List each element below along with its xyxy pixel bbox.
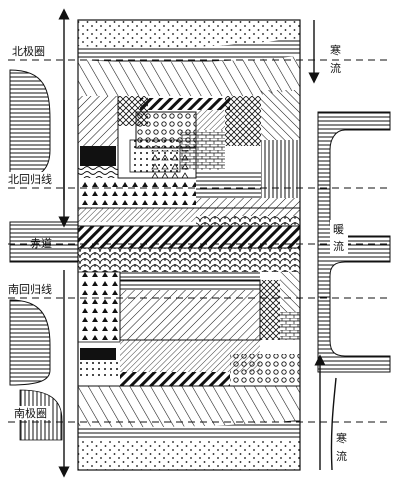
zone-boundary-north [117, 96, 197, 179]
zone-equator-band [77, 225, 301, 249]
label-equator: 赤道 [30, 236, 52, 250]
zone-black-south [80, 348, 116, 360]
zone-left-hatch-2 [78, 208, 196, 222]
zone-south-dots [78, 360, 120, 380]
zone-boundary-south [119, 272, 261, 341]
label-north-polar: 北极圈 [12, 44, 45, 58]
latitude-lines [8, 59, 392, 423]
zone-heavy-strip [140, 98, 230, 110]
zone-south-small-box [280, 312, 300, 340]
label-cold-current-top-1: 寒 [330, 43, 341, 57]
zone-south-mid-diag [120, 340, 260, 372]
label-tropic-capricorn: 南回归线 [8, 282, 52, 296]
label-cold-current-bottom-1: 寒 [336, 431, 347, 445]
zone-mid-horiz [196, 170, 261, 198]
zone-south-heavy [120, 372, 230, 386]
left-north-belt [9, 69, 51, 181]
zone-scale-north [196, 216, 300, 226]
warm-current-shape [317, 111, 391, 373]
right-current-shapes [317, 111, 391, 373]
arrows [58, 8, 337, 478]
left-south-belt [9, 299, 51, 386]
zone-north-right-diag [261, 90, 300, 140]
label-warm-current-1: 暖 [333, 223, 344, 236]
zone-black-block [80, 146, 116, 166]
zone-bottom-dots [78, 440, 300, 470]
zone-bottom-lines [78, 420, 300, 440]
zone-right-cross [225, 96, 261, 146]
label-tropic-cancer: 北回归线 [8, 172, 52, 186]
zone-mid-vert [261, 140, 300, 198]
zone-top-lines [78, 38, 300, 63]
zone-right-diag-2 [196, 198, 300, 216]
label-cold-current-bottom-2: 流 [336, 449, 347, 463]
labels: 北极圈 北回归线 赤道 南回归线 南极圈 寒 流 暖 流 寒 流 [6, 43, 348, 463]
zone-south-cross [260, 280, 280, 340]
zone-south-horiz [120, 272, 260, 290]
zone-south-wide-diag [78, 386, 300, 428]
zone-north-diag [78, 56, 300, 96]
zone-triangles-open [150, 150, 190, 180]
zone-top-dots [78, 20, 300, 48]
zone-map [77, 19, 301, 471]
zone-south-triangles [77, 271, 121, 343]
zone-triangles-upper [78, 178, 196, 208]
zone-north-left-hatch [78, 96, 118, 146]
label-warm-current-2: 流 [333, 239, 344, 253]
zone-south-diag [120, 290, 260, 340]
zone-left-wave [78, 166, 118, 178]
label-south-polar: 南极圈 [14, 406, 47, 420]
left-belt-shapes [9, 69, 79, 441]
label-cold-current-top-2: 流 [330, 61, 341, 75]
right-arrow-bottom-curve [330, 377, 337, 471]
zone-center-diag [196, 110, 225, 130]
zone-scale-south [78, 248, 300, 272]
zone-south-right-diag [280, 272, 300, 312]
